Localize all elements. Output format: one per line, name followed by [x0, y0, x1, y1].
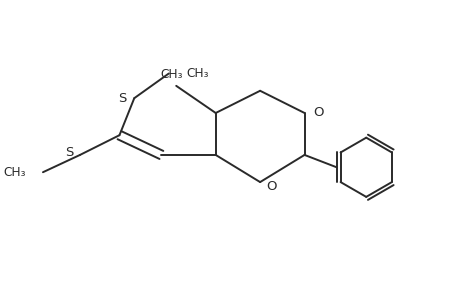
Text: CH₃: CH₃ [160, 68, 182, 82]
Text: S: S [118, 92, 126, 105]
Text: CH₃: CH₃ [3, 166, 26, 179]
Text: O: O [313, 106, 323, 119]
Text: S: S [65, 146, 73, 159]
Text: O: O [265, 179, 276, 193]
Text: CH₃: CH₃ [186, 67, 208, 80]
